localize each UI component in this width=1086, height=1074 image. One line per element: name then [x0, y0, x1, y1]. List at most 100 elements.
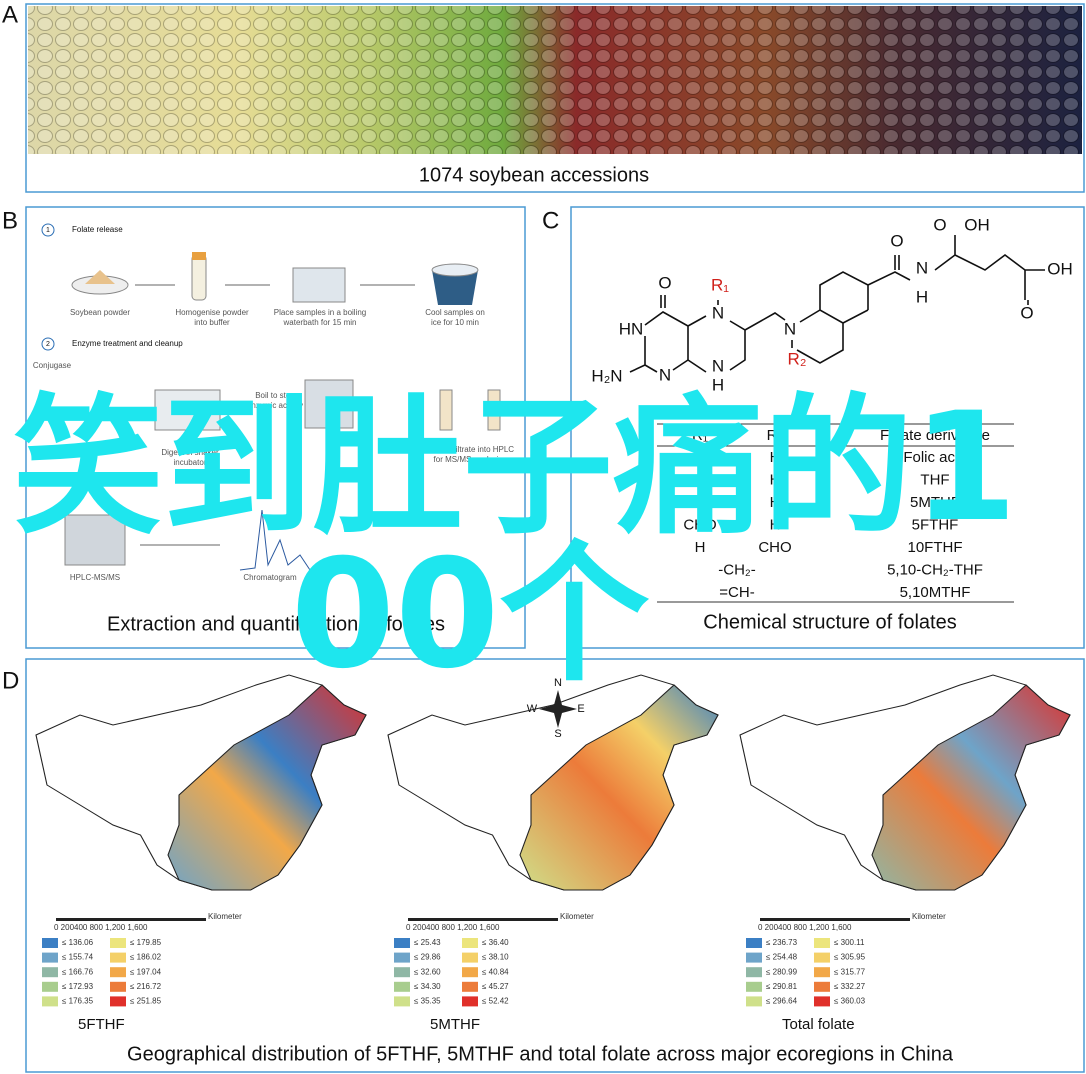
- atom-label: N: [712, 356, 724, 375]
- scale-ticks: 0 200400 800 1,200 1,600: [54, 923, 148, 932]
- table-cell: 5MTHF: [910, 494, 960, 511]
- table-cell: H: [770, 471, 781, 488]
- map-title: 5MTHF: [430, 1016, 480, 1033]
- panel-c-frame: [570, 206, 1085, 649]
- atom-label: R₁: [711, 275, 729, 294]
- overlay-text: 00个: [291, 528, 650, 702]
- compass-label: S: [554, 728, 561, 740]
- legend-swatch: [394, 981, 410, 992]
- legend-label: ≤ 45.27: [482, 982, 509, 991]
- legend-label: ≤ 166.76: [62, 967, 94, 976]
- legend-label: ≤ 176.35: [62, 997, 94, 1006]
- legend-label: ≤ 25.43: [414, 938, 441, 947]
- caption: Extraction and quantification of folates: [107, 613, 445, 635]
- legend-label: ≤ 197.04: [130, 967, 162, 976]
- compass-label: N: [554, 677, 562, 689]
- legend-swatch: [462, 996, 478, 1007]
- atom-label: O: [933, 215, 946, 234]
- map-fill: [519, 684, 719, 891]
- legend-swatch: [746, 952, 762, 963]
- legend-label: ≤ 332.27: [834, 982, 866, 991]
- legend-swatch: [746, 938, 762, 948]
- legend-swatch: [462, 981, 478, 992]
- table-cell: CH₃: [686, 494, 714, 511]
- legend-label: ≤ 136.06: [62, 938, 94, 947]
- legend-swatch: [462, 938, 478, 948]
- scale-bar: [56, 918, 206, 921]
- legend-label: ≤ 179.85: [130, 938, 162, 947]
- table-cell: 10FTHF: [907, 539, 962, 556]
- legend-swatch: [814, 952, 830, 963]
- step-number: 1: [46, 227, 50, 234]
- table-cell: H: [695, 449, 706, 466]
- legend-label: ≤ 216.72: [130, 982, 162, 991]
- scale-bar: [760, 918, 910, 921]
- legend-label: ≤ 251.85: [130, 997, 162, 1006]
- step-title: Enzyme treatment and cleanup: [72, 339, 183, 348]
- step-label: Transfer filtrate into HPLC: [422, 445, 514, 454]
- scale-unit: Kilometer: [560, 912, 594, 921]
- step-title: Folate release: [72, 225, 123, 234]
- table-cell: CHO: [758, 539, 791, 556]
- legend-swatch: [814, 938, 830, 948]
- maps: Kilometer 0 200400 800 1,200 1,600 ≤ 136.0…: [35, 674, 1071, 1033]
- legend-swatch: [814, 996, 830, 1007]
- panel-d-frame: [25, 658, 1085, 1073]
- table-cell: THF: [920, 471, 949, 488]
- legend-swatch: [110, 981, 126, 992]
- legend-label: ≤ 34.30: [414, 982, 441, 991]
- table-header: R₁: [692, 427, 708, 444]
- map-fill: [167, 684, 367, 891]
- step-badge: [41, 223, 55, 237]
- step-label: Cool samples on: [425, 308, 485, 317]
- atom-label: OH: [1047, 259, 1073, 278]
- atom-label: O: [1020, 303, 1033, 322]
- legend-swatch: [110, 967, 126, 978]
- legend-label: ≤ 155.74: [62, 953, 94, 962]
- compass-label: W: [527, 703, 538, 715]
- table-header: R₂: [767, 427, 784, 444]
- legend-swatch: [42, 938, 58, 948]
- table-cell: H: [770, 516, 781, 533]
- legend-label: ≤ 186.02: [130, 953, 162, 962]
- table-cell: -CH₂-: [718, 561, 755, 578]
- legend-label: ≤ 315.77: [834, 967, 866, 976]
- step-label: Boil to stop: [255, 391, 295, 400]
- legend-label: ≤ 290.81: [766, 982, 798, 991]
- step-label: Digest in shaker: [161, 448, 219, 457]
- step-label: Homogenise powder: [175, 308, 249, 317]
- legend-label: ≤ 38.10: [482, 953, 509, 962]
- legend-label: ≤ 296.64: [766, 997, 798, 1006]
- atom-label: N: [659, 365, 671, 384]
- step-label: incubator: [174, 458, 207, 467]
- legend-label: ≤ 300.11: [834, 938, 865, 947]
- table-header: Folate derivative: [880, 427, 990, 444]
- legend-label: ≤ 236.73: [766, 938, 798, 947]
- scale-ticks: 0 200400 800 1,200 1,600: [406, 923, 500, 932]
- caption: Chemical structure of folates: [703, 611, 956, 633]
- legend-label: ≤ 172.93: [62, 982, 94, 991]
- legend-swatch: [394, 996, 410, 1007]
- legend-label: ≤ 254.48: [766, 953, 798, 962]
- step-label: ice for 10 min: [431, 318, 479, 327]
- map-title: Total folate: [782, 1016, 855, 1033]
- legend-label: ≤ 35.35: [414, 997, 441, 1006]
- panel-a-frame: [25, 3, 1085, 193]
- scale-unit: Kilometer: [208, 912, 242, 921]
- map: Kilometer 0 200400 800 1,200 1,600 ≤ 236.7…: [739, 674, 1071, 1033]
- legend-swatch: [42, 952, 58, 963]
- table-cell: H: [695, 539, 706, 556]
- legend-swatch: [746, 996, 762, 1007]
- legend-label: ≤ 36.40: [482, 938, 509, 947]
- molecule-bonds: [629, 235, 1045, 373]
- table-cell: H: [770, 449, 781, 466]
- legend-label: ≤ 280.99: [766, 967, 798, 976]
- legend-swatch: [462, 952, 478, 963]
- table-cell: H: [695, 471, 706, 488]
- scale-ticks: 0 200400 800 1,200 1,600: [758, 923, 852, 932]
- panel-label: A: [2, 1, 18, 28]
- atom-label: N: [712, 303, 724, 322]
- legend-swatch: [42, 996, 58, 1007]
- step-number: 2: [46, 341, 50, 348]
